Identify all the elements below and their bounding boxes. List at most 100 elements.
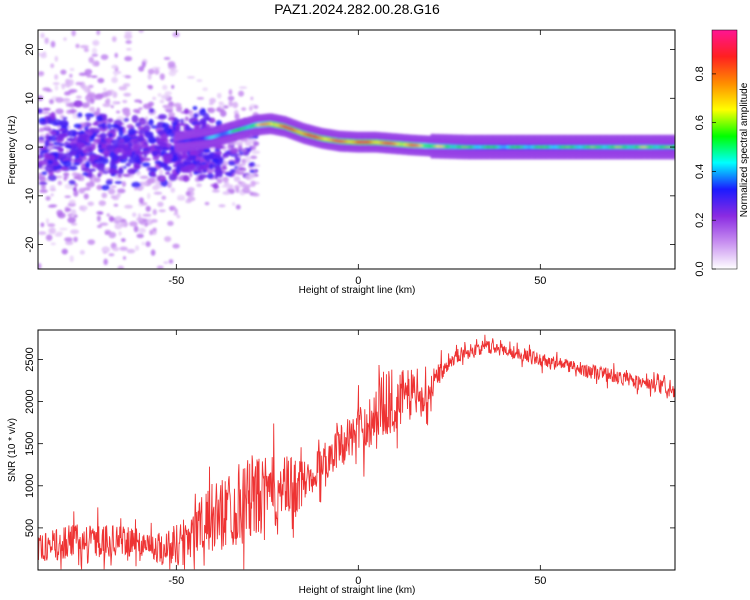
heatmap-cell bbox=[83, 193, 89, 200]
heatmap-cell bbox=[84, 161, 91, 169]
heatmap-cell bbox=[235, 204, 241, 210]
heatmap-cell bbox=[117, 188, 126, 194]
heatmap-cell bbox=[154, 160, 162, 165]
heatmap-cell bbox=[151, 66, 161, 70]
heatmap-cell bbox=[107, 118, 114, 123]
heatmap-cell bbox=[60, 69, 67, 75]
heatmap-cell bbox=[144, 222, 148, 228]
heatmap-cell bbox=[88, 168, 97, 172]
heatmap-cell bbox=[62, 98, 71, 102]
heatmap-cell bbox=[51, 160, 60, 167]
heatmap-cell bbox=[75, 43, 80, 49]
heatmap-cell bbox=[168, 112, 175, 118]
heatmap-cell bbox=[242, 187, 251, 194]
heatmap-cell bbox=[91, 53, 99, 57]
heatmap-cell bbox=[222, 191, 231, 195]
heatmap-cell bbox=[116, 192, 121, 198]
heatmap-cell bbox=[50, 111, 56, 120]
heatmap-cell bbox=[189, 149, 197, 156]
heatmap-cell bbox=[100, 54, 109, 61]
heatmap-cell bbox=[124, 33, 133, 40]
heatmap-cell bbox=[187, 187, 195, 192]
heatmap-cell bbox=[62, 160, 72, 168]
heatmap-cell bbox=[118, 168, 124, 175]
heatmap-cell bbox=[228, 184, 234, 190]
heatmap-cell bbox=[49, 131, 57, 136]
heatmap-cell bbox=[69, 255, 74, 263]
heatmap-cell bbox=[131, 114, 139, 123]
heatmap-cell bbox=[109, 160, 116, 167]
heatmap-cell bbox=[173, 212, 179, 216]
heatmap-cell bbox=[163, 236, 172, 242]
heatmap-cell bbox=[218, 204, 226, 208]
heatmap-cell bbox=[48, 204, 58, 208]
heatmap-cell bbox=[88, 56, 95, 64]
heatmap-cell bbox=[93, 159, 103, 163]
heatmap-cell bbox=[239, 181, 247, 188]
heatmap-cell bbox=[253, 105, 259, 110]
heatmap-cell bbox=[132, 212, 137, 218]
heatmap-cell bbox=[147, 84, 153, 89]
heatmap-cell bbox=[71, 172, 79, 177]
colorbar-tick-label: 0.6 bbox=[694, 115, 706, 130]
bottom-plot-frame bbox=[37, 329, 676, 571]
x-tick-label: 0 bbox=[355, 275, 361, 287]
heatmap-cell bbox=[161, 122, 170, 129]
heatmap-cell bbox=[40, 222, 45, 228]
heatmap-cell bbox=[69, 79, 74, 86]
heatmap-cell bbox=[137, 137, 145, 142]
heatmap-cell bbox=[156, 265, 164, 269]
y-tick-label: 2000 bbox=[24, 389, 36, 413]
heatmap-cell bbox=[132, 108, 140, 113]
heatmap-cell bbox=[63, 37, 67, 41]
heatmap-cell bbox=[197, 153, 208, 158]
heatmap-cell bbox=[75, 95, 82, 99]
heatmap-cell bbox=[111, 154, 119, 163]
heatmap-cell bbox=[87, 92, 96, 98]
heatmap-cell bbox=[243, 151, 250, 157]
heatmap-cell bbox=[156, 130, 166, 136]
heatmap-cell bbox=[130, 153, 140, 161]
heatmap-cell bbox=[101, 91, 109, 98]
heatmap-cell bbox=[38, 71, 45, 77]
heatmap-cell bbox=[50, 63, 55, 69]
heatmap-cell bbox=[86, 115, 91, 121]
heatmap-cell bbox=[125, 162, 132, 167]
heatmap-cell bbox=[124, 56, 133, 62]
heatmap-cell bbox=[222, 152, 230, 158]
heatmap-cell bbox=[85, 181, 95, 188]
heatmap-cell bbox=[56, 133, 64, 141]
heatmap-cell bbox=[108, 217, 116, 221]
heatmap-cell bbox=[68, 149, 78, 156]
colorbar-tick-label: 0.0 bbox=[694, 261, 706, 276]
heatmap-cell bbox=[52, 141, 61, 146]
heatmap-cell bbox=[168, 173, 178, 182]
heatmap-cell bbox=[127, 168, 137, 175]
heatmap-cell bbox=[90, 11, 97, 16]
heatmap-cell bbox=[153, 191, 163, 195]
heatmap-cell bbox=[96, 30, 101, 36]
heatmap-cell bbox=[252, 135, 259, 139]
heatmap-cell bbox=[204, 201, 210, 206]
heatmap-cell bbox=[63, 176, 67, 181]
heatmap-cell bbox=[233, 176, 241, 182]
heatmap-cell bbox=[71, 30, 76, 37]
x-tick-label: 0 bbox=[355, 575, 361, 587]
heatmap-cell bbox=[82, 172, 89, 177]
heatmap-cell bbox=[136, 233, 144, 239]
heatmap-cell bbox=[45, 234, 53, 241]
heatmap-cell bbox=[199, 118, 207, 125]
heatmap-cell bbox=[71, 222, 78, 226]
heatmap-cell bbox=[173, 102, 182, 108]
heatmap-cell bbox=[38, 181, 48, 186]
heatmap-cell bbox=[92, 60, 99, 67]
heatmap-cell bbox=[102, 113, 108, 121]
heatmap-cell bbox=[216, 92, 222, 99]
bottom-y-axis-label: SNR (10 * v/v) bbox=[7, 418, 18, 482]
heatmap-cell bbox=[171, 84, 175, 89]
heatmap-cell bbox=[48, 98, 54, 105]
heatmap-cell bbox=[126, 124, 134, 129]
heatmap-cell bbox=[69, 73, 73, 78]
heatmap-cell bbox=[76, 112, 83, 118]
heatmap-cell bbox=[126, 149, 133, 156]
